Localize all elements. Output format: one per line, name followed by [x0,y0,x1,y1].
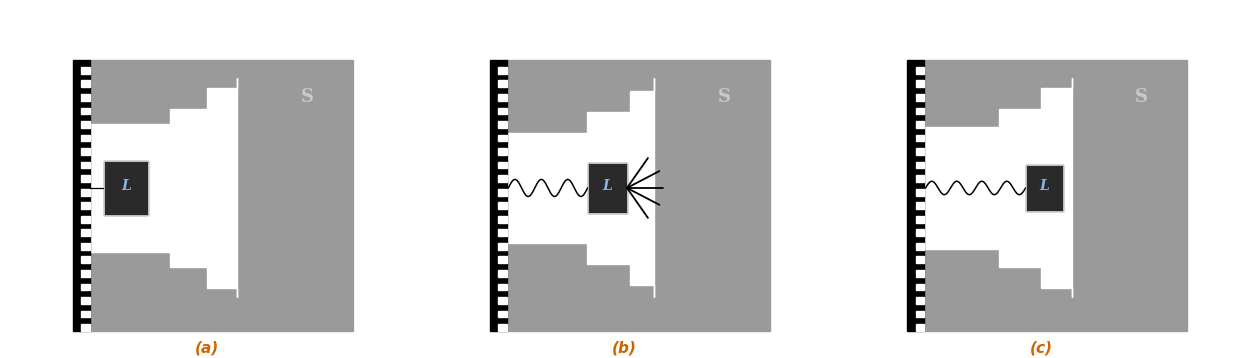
Bar [81,67,90,74]
Bar [498,202,507,209]
Bar [105,160,149,215]
Bar [916,202,924,209]
Bar [498,270,507,277]
Bar [498,94,507,101]
Bar [81,135,90,141]
Bar [916,94,924,101]
Bar [72,60,90,331]
Bar [498,107,507,114]
Bar [498,121,507,128]
Bar [81,284,90,290]
Bar [81,243,90,250]
Bar [588,163,626,213]
Bar [916,81,924,87]
Bar [916,297,924,304]
Bar [90,60,353,331]
Bar [916,229,924,236]
Bar [81,162,90,169]
Bar [498,216,507,223]
Bar [81,81,90,87]
Bar [81,216,90,223]
Text: L: L [1040,179,1050,193]
Bar [588,163,626,213]
Bar [81,229,90,236]
Text: (a): (a) [195,340,218,355]
Bar [81,189,90,195]
Bar [498,162,507,169]
Bar [81,311,90,318]
Bar [916,216,924,223]
Bar [81,202,90,209]
Bar [498,297,507,304]
Bar [498,175,507,182]
Bar [498,135,507,141]
Bar [916,284,924,290]
Bar [81,107,90,114]
Bar [498,189,507,195]
Polygon shape [507,78,654,297]
Text: (c): (c) [1030,340,1053,355]
Text: S: S [718,88,731,106]
Bar [498,256,507,263]
Bar [916,311,924,318]
Text: S: S [1136,88,1148,106]
Text: L: L [121,179,131,193]
Bar [916,135,924,141]
Bar [81,270,90,277]
Bar [916,243,924,250]
Bar [81,297,90,304]
Bar [916,270,924,277]
Bar [105,160,149,215]
Polygon shape [924,78,1072,297]
Text: (b): (b) [612,340,636,355]
Text: L: L [603,179,612,193]
Bar [81,148,90,155]
Bar [1026,165,1063,211]
Bar [1026,165,1063,211]
Bar [498,311,507,318]
Bar [916,175,924,182]
Polygon shape [90,78,237,297]
Bar [907,60,924,331]
Bar [81,175,90,182]
Bar [81,121,90,128]
Bar [916,324,924,331]
Bar [916,148,924,155]
Bar [498,148,507,155]
Bar [498,324,507,331]
Bar [916,67,924,74]
Bar [507,60,770,331]
Bar [498,67,507,74]
Bar [498,243,507,250]
Bar [81,324,90,331]
Bar [490,60,507,331]
Bar [924,60,1187,331]
Bar [498,81,507,87]
Bar [81,256,90,263]
Bar [916,162,924,169]
Bar [498,284,507,290]
Text: S: S [301,88,313,106]
Bar [916,121,924,128]
Bar [916,189,924,195]
Bar [916,256,924,263]
Bar [916,107,924,114]
Bar [498,229,507,236]
Bar [81,94,90,101]
